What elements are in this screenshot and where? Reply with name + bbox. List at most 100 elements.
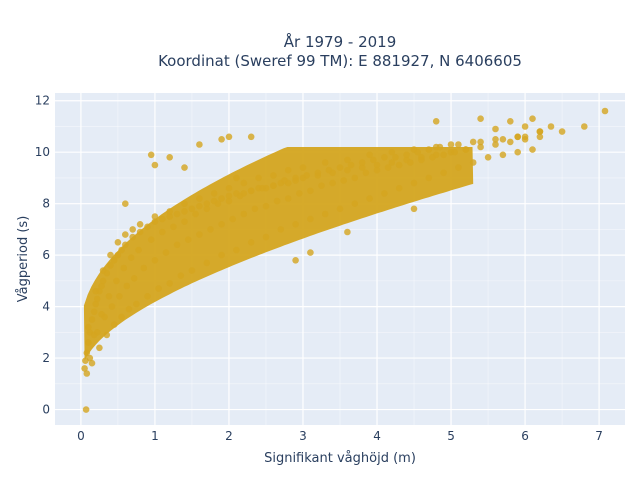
data-point — [114, 251, 122, 259]
data-point — [358, 159, 366, 166]
data-point — [521, 133, 529, 141]
data-point — [116, 293, 123, 300]
data-point — [358, 164, 366, 171]
data-point — [303, 172, 311, 179]
data-point — [410, 205, 418, 213]
data-point — [233, 174, 240, 182]
data-point — [284, 166, 292, 174]
data-point — [273, 197, 281, 205]
data-point — [181, 164, 188, 171]
y-tick-label: 2 — [42, 351, 50, 365]
data-point — [362, 169, 370, 177]
data-point — [462, 146, 470, 153]
x-tick-label: 6 — [521, 429, 529, 443]
data-point — [99, 277, 107, 285]
data-point — [307, 187, 314, 195]
y-tick-label: 4 — [42, 300, 50, 314]
data-point — [499, 151, 507, 159]
data-point — [284, 195, 292, 202]
data-point — [196, 195, 203, 202]
data-point — [373, 166, 381, 174]
data-point — [251, 205, 259, 213]
data-point — [218, 251, 225, 259]
data-point — [440, 151, 447, 159]
y-axis-title: Vågperiod (s) — [16, 216, 31, 303]
data-point — [392, 154, 399, 161]
data-point — [366, 151, 373, 159]
data-point — [225, 133, 233, 141]
x-tick-label: 1 — [151, 429, 159, 443]
data-point — [336, 205, 344, 213]
data-point — [144, 293, 151, 300]
data-point — [277, 226, 285, 233]
data-point — [366, 195, 373, 202]
data-point — [162, 249, 170, 256]
data-point — [255, 174, 262, 182]
data-point — [173, 210, 181, 218]
data-point — [85, 339, 92, 346]
x-tick-label: 3 — [299, 429, 307, 443]
data-point — [103, 331, 111, 339]
data-point — [140, 264, 148, 272]
data-point — [127, 254, 135, 261]
data-point — [196, 202, 203, 210]
data-point — [99, 267, 107, 274]
data-point — [296, 190, 303, 197]
data-point — [236, 192, 244, 200]
data-point — [135, 246, 142, 254]
data-point — [329, 179, 336, 187]
data-point — [395, 184, 403, 192]
data-point — [196, 141, 203, 148]
data-point — [344, 228, 351, 236]
data-point — [492, 125, 499, 133]
data-point — [122, 231, 129, 238]
data-point — [188, 205, 196, 213]
data-point — [292, 257, 299, 264]
data-point — [499, 136, 507, 143]
data-point — [451, 148, 459, 156]
x-tick-label: 0 — [77, 429, 85, 443]
data-point — [83, 370, 91, 377]
data-point — [292, 221, 299, 228]
data-point — [181, 218, 188, 225]
data-point — [325, 166, 333, 174]
data-point — [529, 115, 536, 122]
data-point — [147, 236, 155, 243]
x-axis-title: Signifikant våghöjd (m) — [264, 451, 416, 466]
data-point — [262, 233, 270, 241]
data-point — [151, 218, 159, 225]
data-point — [107, 251, 114, 259]
data-point — [225, 197, 233, 205]
data-point — [388, 159, 396, 166]
y-tick-labels: 0 2 4 6 8 10 12 — [35, 94, 50, 417]
data-point — [395, 161, 403, 169]
data-point — [166, 280, 173, 287]
data-point — [547, 123, 555, 130]
data-point — [403, 151, 410, 159]
data-point — [155, 285, 162, 292]
data-point — [351, 174, 359, 182]
data-point — [247, 133, 255, 141]
chart-title-line-2: Koordinat (Sweref 99 TM): E 881927, N 64… — [158, 52, 522, 70]
data-point — [240, 179, 248, 187]
data-point — [414, 148, 422, 156]
data-point — [210, 190, 218, 197]
data-point — [125, 305, 133, 313]
data-point — [130, 275, 138, 282]
data-point — [218, 221, 225, 228]
data-point — [110, 321, 118, 328]
data-point — [218, 136, 225, 143]
data-point — [418, 156, 425, 164]
data-point — [159, 215, 166, 223]
data-point — [151, 161, 159, 169]
data-point — [105, 293, 113, 300]
data-point — [151, 257, 159, 264]
data-point — [133, 300, 140, 308]
data-point — [469, 159, 477, 166]
data-point — [429, 154, 436, 161]
data-point — [203, 205, 211, 213]
data-point — [122, 200, 129, 207]
data-point — [292, 174, 299, 182]
y-tick-label: 10 — [35, 145, 50, 159]
